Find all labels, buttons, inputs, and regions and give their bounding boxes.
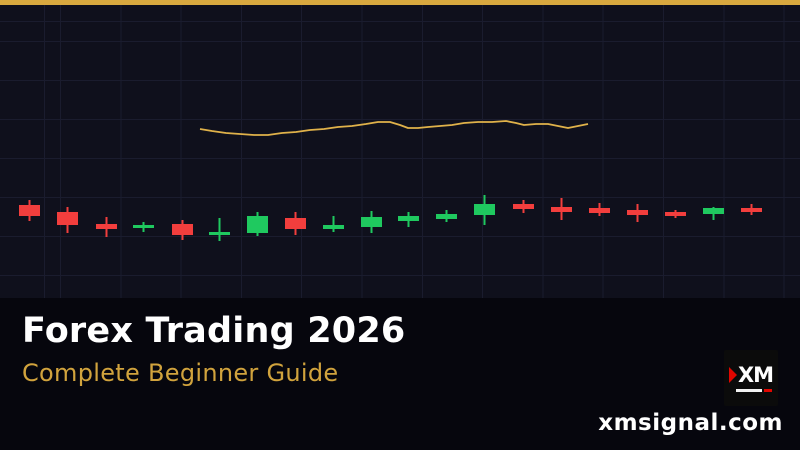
candle-body <box>398 216 419 221</box>
website-url: xmsignal.com <box>598 410 783 436</box>
candle-body <box>551 207 572 212</box>
candle-body <box>172 224 193 235</box>
candle-body <box>285 218 306 229</box>
play-triangle-icon <box>728 367 737 383</box>
xm-logo-text: XM <box>737 362 774 387</box>
page-subtitle: Complete Beginner Guide <box>22 359 339 387</box>
candle-body <box>323 225 344 229</box>
candle-body <box>133 225 154 228</box>
xm-logo-underline <box>736 388 772 392</box>
candle-body <box>247 216 268 233</box>
candle-body <box>209 232 230 235</box>
underline-white-segment <box>736 388 762 392</box>
xm-logo-row: XM <box>728 362 774 387</box>
candle-body <box>474 204 495 215</box>
candle-body <box>741 208 762 212</box>
top-accent-bar <box>0 0 800 5</box>
candle-body <box>703 208 724 214</box>
candle-body <box>361 217 382 227</box>
underline-red-segment <box>764 388 772 392</box>
candle-body <box>19 205 40 216</box>
xm-logo: XM <box>724 350 778 406</box>
candle-body <box>96 224 117 229</box>
candle-body <box>665 212 686 216</box>
candle-body <box>513 204 534 209</box>
chart-canvas <box>19 120 762 241</box>
candle-body <box>627 210 648 215</box>
caption-panel <box>0 298 800 450</box>
candle-body <box>57 212 78 225</box>
candlestick-chart <box>0 5 800 298</box>
page-title: Forex Trading 2026 <box>22 311 406 351</box>
moving-average-line <box>199 120 589 136</box>
candle-body <box>436 214 457 219</box>
candle-body <box>589 208 610 213</box>
